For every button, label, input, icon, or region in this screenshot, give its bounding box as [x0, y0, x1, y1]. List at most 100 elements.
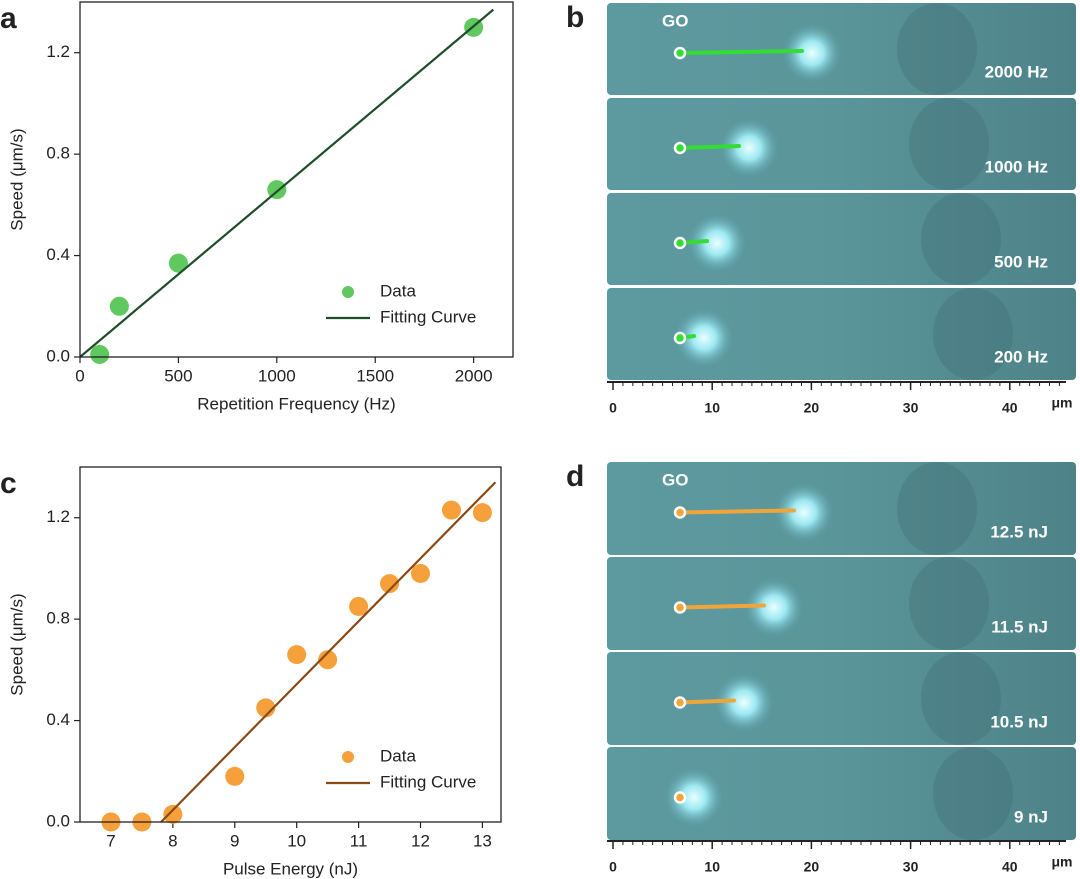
scale-tick-label: 0	[609, 859, 617, 875]
y-tick-label: 0.4	[46, 245, 70, 264]
scale-tick-label: 40	[1002, 400, 1018, 416]
trajectory	[678, 698, 736, 705]
start-point	[673, 331, 687, 345]
dark-patch	[909, 98, 989, 190]
panel-label: b	[566, 1, 584, 34]
scale-unit: μm	[1051, 395, 1072, 411]
legend-label: Fitting Curve	[380, 307, 476, 326]
frame-label: 12.5 nJ	[990, 522, 1048, 541]
scale-tick-label: 30	[903, 400, 919, 416]
micrograph-frame	[607, 462, 1076, 555]
y-tick-label: 0.4	[46, 710, 70, 729]
material-label: GO	[662, 470, 688, 489]
data-point	[256, 698, 276, 718]
particle-glow	[782, 23, 842, 83]
y-tick-label: 1.2	[46, 507, 70, 526]
x-tick-label: 1500	[356, 366, 394, 385]
micrograph-frame	[607, 98, 1076, 190]
frame-label: 11.5 nJ	[991, 617, 1048, 636]
legend-marker	[342, 286, 354, 298]
start-point	[673, 46, 687, 60]
trajectory	[678, 49, 804, 55]
frame-label: 500 Hz	[994, 252, 1048, 271]
scale-unit: μm	[1051, 854, 1072, 870]
dark-patch	[933, 747, 1013, 840]
dark-patch	[933, 288, 1013, 380]
data-point	[225, 766, 245, 786]
scale-tick-label: 10	[704, 400, 720, 416]
axes-frame	[79, 1, 514, 358]
data-point	[287, 645, 307, 665]
particle-glow	[664, 767, 724, 828]
dark-patch	[921, 652, 1001, 745]
scale-tick-label: 20	[804, 400, 820, 416]
trajectory	[678, 508, 796, 515]
data-point	[380, 574, 400, 594]
scale-tick-label: 10	[704, 859, 720, 875]
x-tick-label: 500	[164, 366, 192, 385]
particle-glow	[774, 482, 834, 543]
material-label: GO	[662, 11, 688, 30]
frame-label: 10.5 nJ	[990, 712, 1048, 731]
start-point	[673, 506, 687, 519]
x-tick-label: 12	[411, 831, 430, 850]
fit-line	[160, 481, 497, 823]
panel-label: a	[0, 2, 17, 35]
scale-tick-label: 20	[804, 859, 820, 875]
y-tick-label: 0.0	[46, 346, 70, 365]
y-tick-label: 0.0	[46, 811, 70, 830]
x-tick-label: 9	[230, 831, 239, 850]
scale-tick-label: 30	[903, 859, 919, 875]
y-tick-label: 0.8	[46, 609, 70, 628]
scale-tick-label: 40	[1002, 859, 1018, 875]
data-point	[318, 650, 338, 670]
micrograph-frame	[607, 557, 1076, 650]
dark-patch	[921, 193, 1001, 285]
dark-patch	[897, 3, 977, 95]
start-point	[673, 236, 687, 250]
x-tick-label: 13	[473, 831, 492, 850]
frame-label: 2000 Hz	[985, 62, 1048, 81]
panel-label: c	[0, 467, 17, 500]
panel-label: d	[566, 460, 584, 493]
data-point	[163, 804, 183, 824]
dark-patch	[909, 557, 989, 650]
trajectory	[678, 603, 766, 610]
x-tick-label: 8	[168, 831, 177, 850]
scale-tick-label: 0	[609, 400, 617, 416]
y-axis-label: Speed (μm/s)	[7, 593, 26, 695]
x-tick-label: 2000	[455, 366, 493, 385]
data-point	[472, 503, 492, 523]
micrograph-frame	[607, 747, 1076, 840]
data-point	[441, 500, 461, 520]
data-point	[349, 596, 369, 616]
dark-patch	[897, 462, 977, 555]
legend-label: Data	[380, 746, 416, 765]
frame-label: 1000 Hz	[985, 157, 1048, 176]
particle-glow	[719, 118, 779, 178]
trajectory	[678, 144, 741, 150]
y-axis-label: Speed (μm/s)	[7, 128, 26, 230]
axes-frame	[79, 466, 502, 823]
fit-line	[79, 8, 495, 358]
x-axis-label: Pulse Energy (nJ)	[223, 859, 358, 878]
frame-label: 9 nJ	[1014, 807, 1048, 826]
plot-area	[101, 481, 497, 832]
y-tick-label: 0.8	[46, 144, 70, 163]
particle-glow	[687, 213, 747, 273]
start-point	[673, 601, 687, 614]
plot-area	[79, 8, 495, 364]
particle-glow	[714, 672, 774, 733]
x-tick-label: 0	[75, 366, 84, 385]
legend-marker	[342, 751, 354, 763]
x-tick-label: 7	[106, 831, 115, 850]
x-tick-label: 1000	[258, 366, 296, 385]
particle-glow	[674, 308, 734, 368]
start-point	[673, 141, 687, 155]
legend-label: Fitting Curve	[380, 772, 476, 791]
y-tick-label: 1.2	[46, 42, 70, 61]
data-point	[90, 344, 110, 364]
x-tick-label: 10	[287, 831, 306, 850]
legend-label: Data	[380, 281, 416, 300]
